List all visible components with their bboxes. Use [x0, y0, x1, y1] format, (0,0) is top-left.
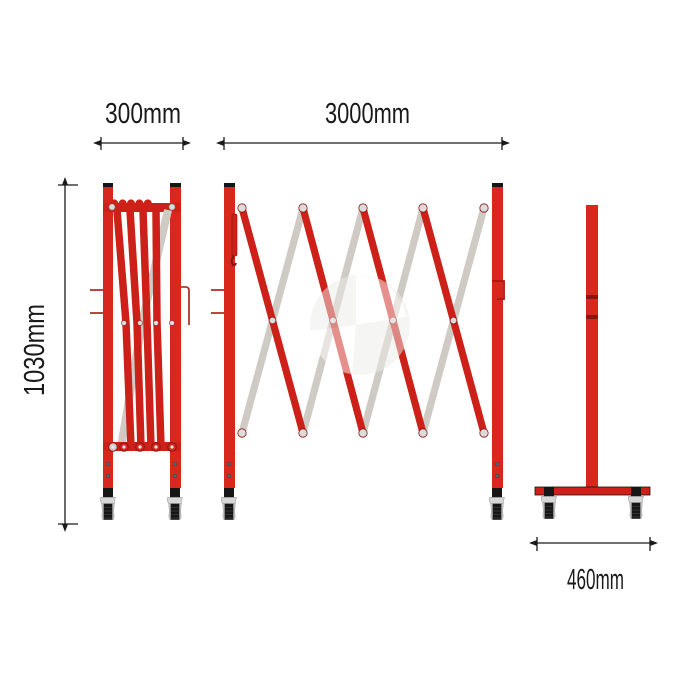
- svg-text:300mm: 300mm: [105, 98, 181, 130]
- svg-text:460mm: 460mm: [567, 564, 624, 596]
- svg-text:3000mm: 3000mm: [325, 98, 410, 130]
- svg-text:1030mm: 1030mm: [19, 304, 51, 396]
